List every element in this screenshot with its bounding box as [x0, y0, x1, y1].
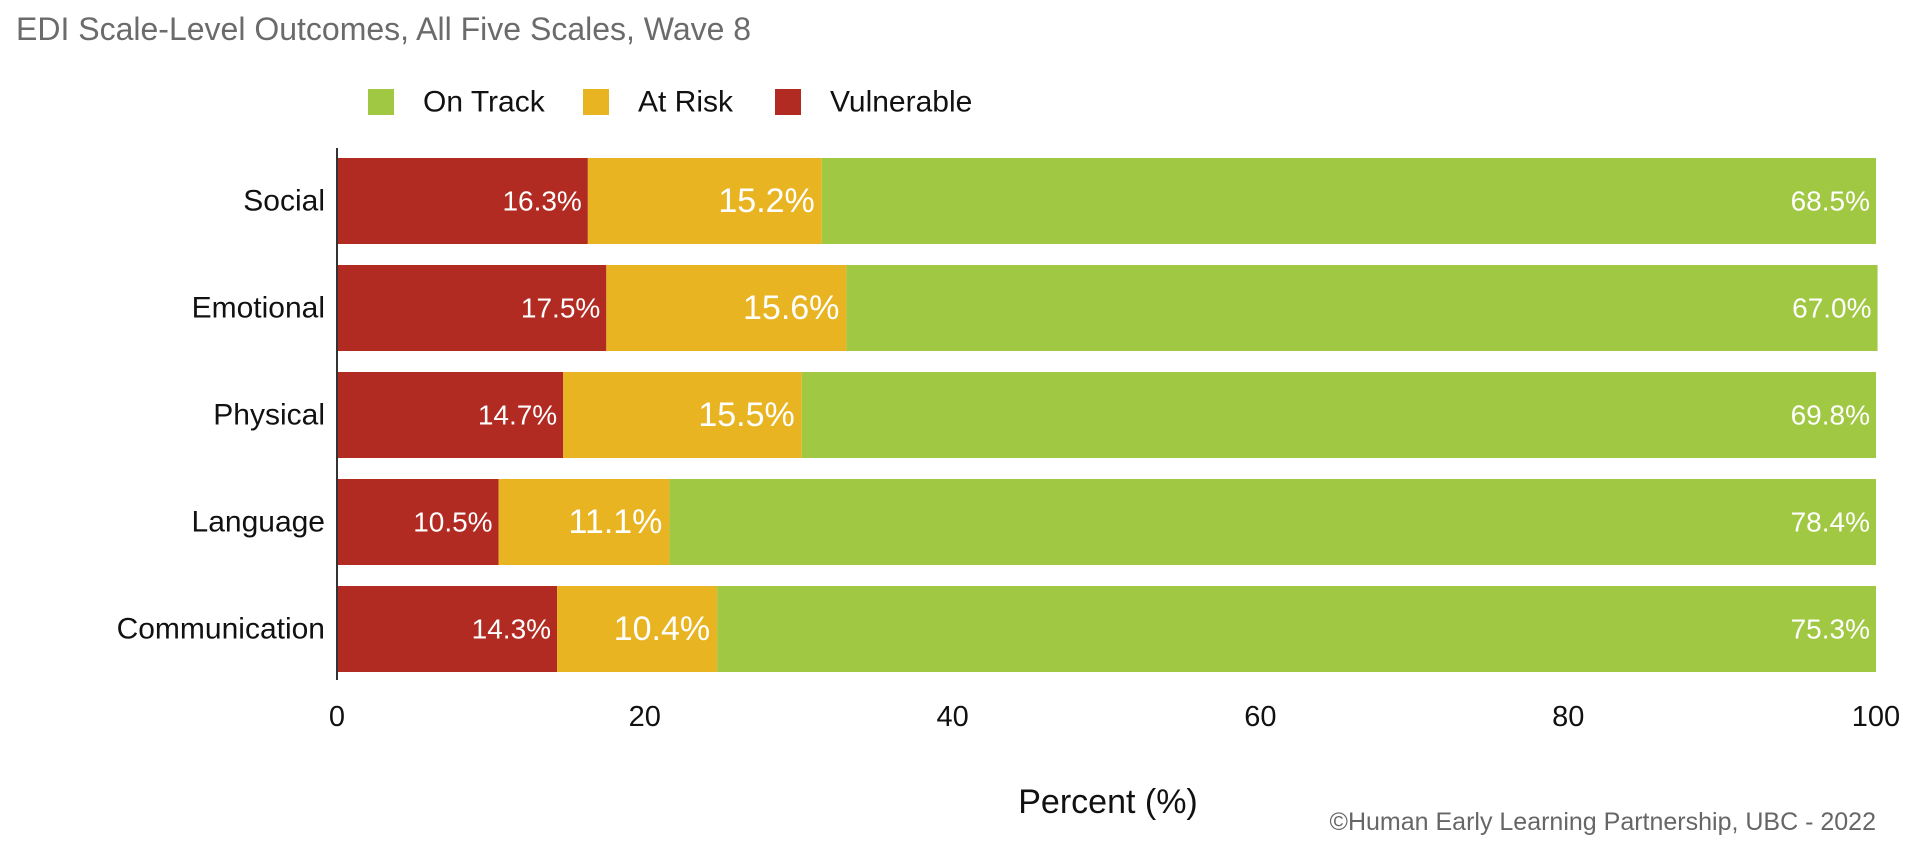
legend-swatch-at-risk: [583, 89, 609, 115]
bar-at-risk-language: [498, 479, 670, 565]
bar-label-at-risk-communication: 10.4%: [614, 610, 710, 648]
x-axis-ticks: 0 20 40 60 80 100: [329, 701, 1900, 733]
bar-at-risk-emotional: [606, 265, 847, 351]
bar-on-track-emotional: [846, 265, 1878, 351]
bar-label-on-track-language: 78.4%: [1791, 507, 1870, 538]
x-tick-label-100: 100: [1852, 701, 1900, 733]
bar-at-risk-social: [587, 158, 822, 244]
bar-label-on-track-communication: 75.3%: [1791, 614, 1870, 645]
bar-vulnerable-language: [337, 479, 499, 565]
bar-label-vulnerable-communication: 14.3%: [472, 614, 551, 645]
bar-vulnerable-emotional: [337, 265, 607, 351]
bar-label-on-track-social: 68.5%: [1791, 186, 1870, 217]
credit-text: ©Human Early Learning Partnership, UBC -…: [1330, 808, 1876, 836]
bar-label-at-risk-social: 15.2%: [718, 182, 814, 220]
bar-at-risk-physical: [563, 372, 802, 458]
bar-label-vulnerable-physical: 14.7%: [478, 400, 557, 431]
legend: On Track At Risk Vulnerable: [368, 86, 972, 119]
category-label-physical: Physical: [213, 399, 325, 432]
category-label-emotional: Emotional: [192, 292, 325, 325]
x-tick-label-60: 60: [1244, 701, 1276, 733]
legend-label-vulnerable: Vulnerable: [830, 86, 972, 119]
bar-at-risk-communication: [557, 586, 718, 672]
category-label-social: Social: [243, 185, 325, 218]
bar-label-vulnerable-language: 10.5%: [413, 507, 492, 538]
bar-label-on-track-emotional: 67.0%: [1792, 293, 1871, 324]
legend-swatch-on-track: [368, 89, 394, 115]
bar-vulnerable-communication: [337, 586, 558, 672]
category-label-communication: Communication: [117, 613, 325, 646]
x-tick-label-0: 0: [329, 701, 345, 733]
legend-swatch-vulnerable: [775, 89, 801, 115]
bar-on-track-communication: [717, 586, 1876, 672]
x-tick-label-80: 80: [1552, 701, 1584, 733]
bar-vulnerable-physical: [337, 372, 564, 458]
category-labels-group: Social Emotional Physical Language Communica…: [117, 185, 325, 646]
bar-label-vulnerable-emotional: 17.5%: [521, 293, 600, 324]
bars-group: [337, 158, 1878, 672]
legend-label-at-risk: At Risk: [638, 86, 734, 119]
bar-label-vulnerable-social: 16.3%: [502, 186, 581, 217]
bar-label-at-risk-language: 11.1%: [569, 503, 663, 541]
bar-on-track-language: [669, 479, 1876, 565]
legend-label-on-track: On Track: [423, 86, 546, 119]
category-label-language: Language: [192, 506, 325, 539]
x-tick-label-20: 20: [629, 701, 661, 733]
bar-on-track-social: [821, 158, 1877, 244]
chart-title: EDI Scale-Level Outcomes, All Five Scale…: [16, 11, 751, 47]
bar-label-at-risk-emotional: 15.6%: [743, 289, 839, 327]
bar-vulnerable-social: [337, 158, 588, 244]
bar-labels-group: 16.3% 15.2% 68.5% 17.5% 15.6% 67.0% 14.7% 15.5%…: [413, 182, 1871, 648]
bar-label-on-track-physical: 69.8%: [1791, 400, 1870, 431]
x-tick-label-40: 40: [936, 701, 968, 733]
x-axis-label: Percent (%): [1018, 783, 1198, 821]
bar-on-track-physical: [801, 372, 1876, 458]
bar-label-at-risk-physical: 15.5%: [698, 396, 794, 434]
